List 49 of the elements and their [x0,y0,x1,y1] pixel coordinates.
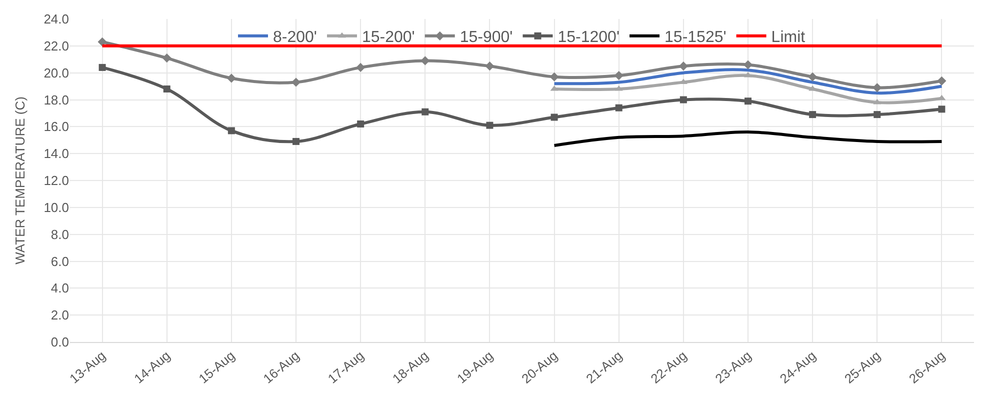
y-tick-label: 10.0 [44,200,69,215]
point [808,72,818,82]
legend-label: Limit [771,29,806,46]
point [163,85,170,92]
y-tick-label: 12.0 [44,173,69,188]
point [486,122,494,129]
point [422,108,429,116]
point [226,74,236,83]
y-tick-label: 18.0 [44,92,69,108]
legend-label: 15-200' [362,29,415,46]
line-series [552,130,944,148]
point [744,98,752,105]
point [485,62,494,71]
point [743,60,753,70]
point [874,111,881,118]
point [291,78,301,87]
y-tick-label: 0.0 [50,334,69,350]
point [938,106,946,113]
point [937,76,946,86]
legend-label: 15-900' [460,29,513,46]
point [228,127,235,134]
point [614,85,623,91]
point [680,96,687,104]
y-tick-label: 24.0 [44,12,69,27]
legend-label: 8-200' [273,29,317,46]
y-tick-label: 14.0 [44,146,69,162]
y-tick-label: 16.0 [44,119,69,134]
y-tick-label: 4.0 [50,280,69,296]
point [292,138,300,145]
point [98,37,107,46]
point [356,62,366,72]
y-tick-label: 22.0 [44,38,69,54]
point [809,111,816,118]
point [162,53,172,63]
point [550,114,558,121]
point [357,120,364,128]
legend-label: 15-1525' [664,29,726,46]
y-tick-label: 8.0 [50,226,69,242]
point [614,70,624,80]
point [98,64,106,71]
point [550,85,558,91]
point [615,104,622,112]
y-tick-label: 20.0 [44,65,69,80]
point [938,94,946,100]
y-tick-label: 2.0 [50,308,69,323]
point [873,98,882,104]
y-tick-label: 6.0 [50,254,69,269]
y-axis-title: WATER TEMPERATURE (C) [12,96,28,264]
legend-label: 15-1200' [558,29,620,46]
